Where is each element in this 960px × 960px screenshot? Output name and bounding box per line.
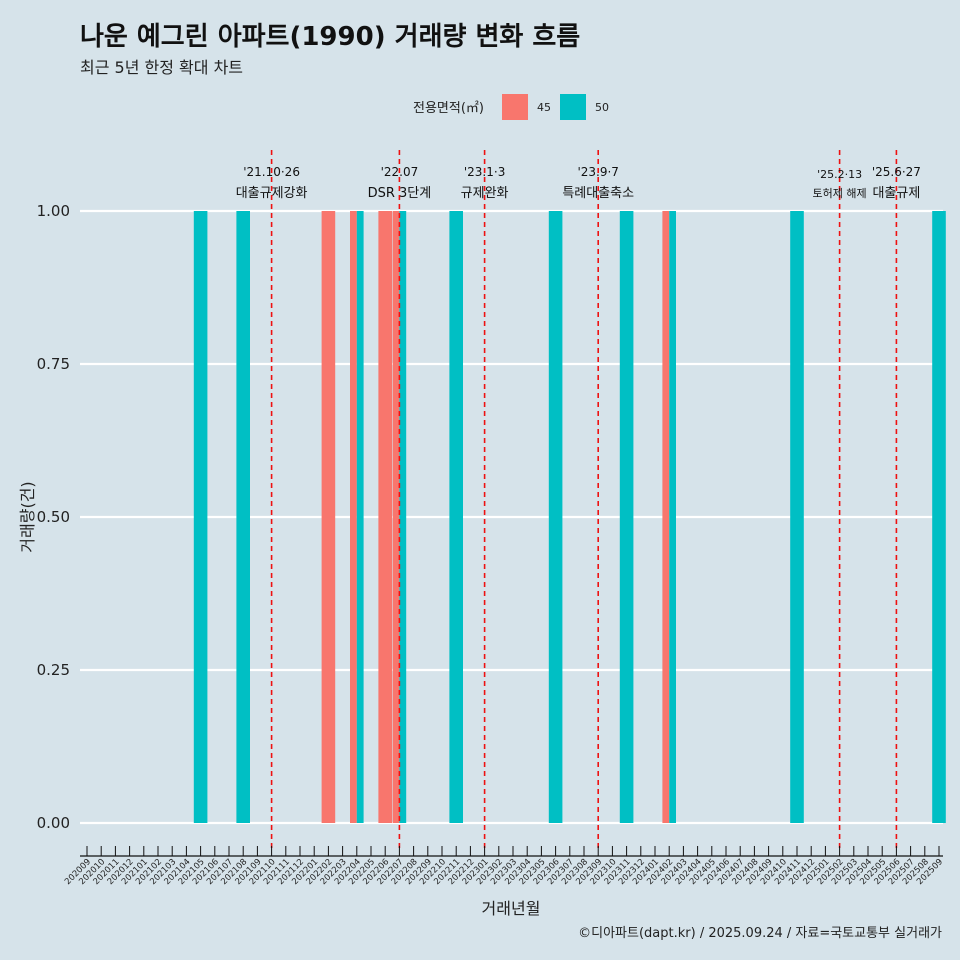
bar-45-202202 — [321, 211, 336, 823]
legend-title: 전용면적(㎡) — [413, 101, 484, 116]
bar-50-202306 — [548, 211, 563, 823]
bar-45-202402 — [662, 211, 670, 823]
event-date: '25.2·13 — [817, 168, 862, 181]
bar-50-202207 — [399, 211, 407, 823]
chart-title: 나운 예그린 아파트(1990) 거래량 변화 흐름 — [80, 22, 581, 52]
legend-label-50: 50 — [595, 101, 609, 114]
bar-50-202105 — [193, 211, 208, 823]
legend-swatch-45 — [502, 94, 528, 120]
legend-label-45: 45 — [537, 101, 551, 114]
event-label: 규제완화 — [461, 186, 509, 201]
event-label: 대출규제 — [872, 186, 920, 201]
bar-45-202206 — [378, 211, 392, 823]
event-date: '21.10·26 — [243, 165, 300, 179]
y-axis-title: 거래량(건) — [18, 481, 37, 552]
event-label: 특례대출축소 — [562, 186, 634, 201]
event-date: '23.9·7 — [577, 165, 618, 179]
x-axis-title: 거래년월 — [482, 899, 541, 918]
bar-50-202402 — [669, 211, 676, 823]
bar-50-202204 — [356, 211, 364, 823]
chart-subtitle: 최근 5년 한정 확대 차트 — [80, 58, 244, 77]
bar-50-202311 — [619, 211, 634, 823]
bar-50-202211 — [449, 211, 463, 823]
event-date: '22.07 — [381, 165, 419, 179]
y-tick-label: 0.50 — [37, 508, 70, 526]
y-tick-label: 1.00 — [37, 202, 70, 220]
event-label: DSR 3단계 — [368, 186, 432, 201]
y-tick-label: 0.00 — [37, 814, 70, 832]
legend-swatch-50 — [560, 94, 586, 120]
y-tick-label: 0.75 — [37, 355, 70, 373]
event-date: '23.1·3 — [464, 165, 505, 179]
event-label: 토허제 해제 — [813, 186, 867, 200]
bar-50-202108 — [236, 211, 250, 823]
y-tick-label: 0.25 — [37, 661, 70, 679]
bar-50-202509 — [932, 211, 946, 823]
bar-45-202204 — [350, 211, 357, 823]
legend: 전용면적(㎡) 45 50 — [413, 94, 609, 120]
event-date: '25.6·27 — [872, 165, 921, 179]
source-caption: ©디아파트(dapt.kr) / 2025.09.24 / 자료=국토교통부 실… — [578, 926, 942, 941]
bar-50-202411 — [790, 211, 804, 823]
event-label: 대출규제강화 — [236, 186, 308, 201]
bar-45-202207 — [392, 211, 400, 823]
